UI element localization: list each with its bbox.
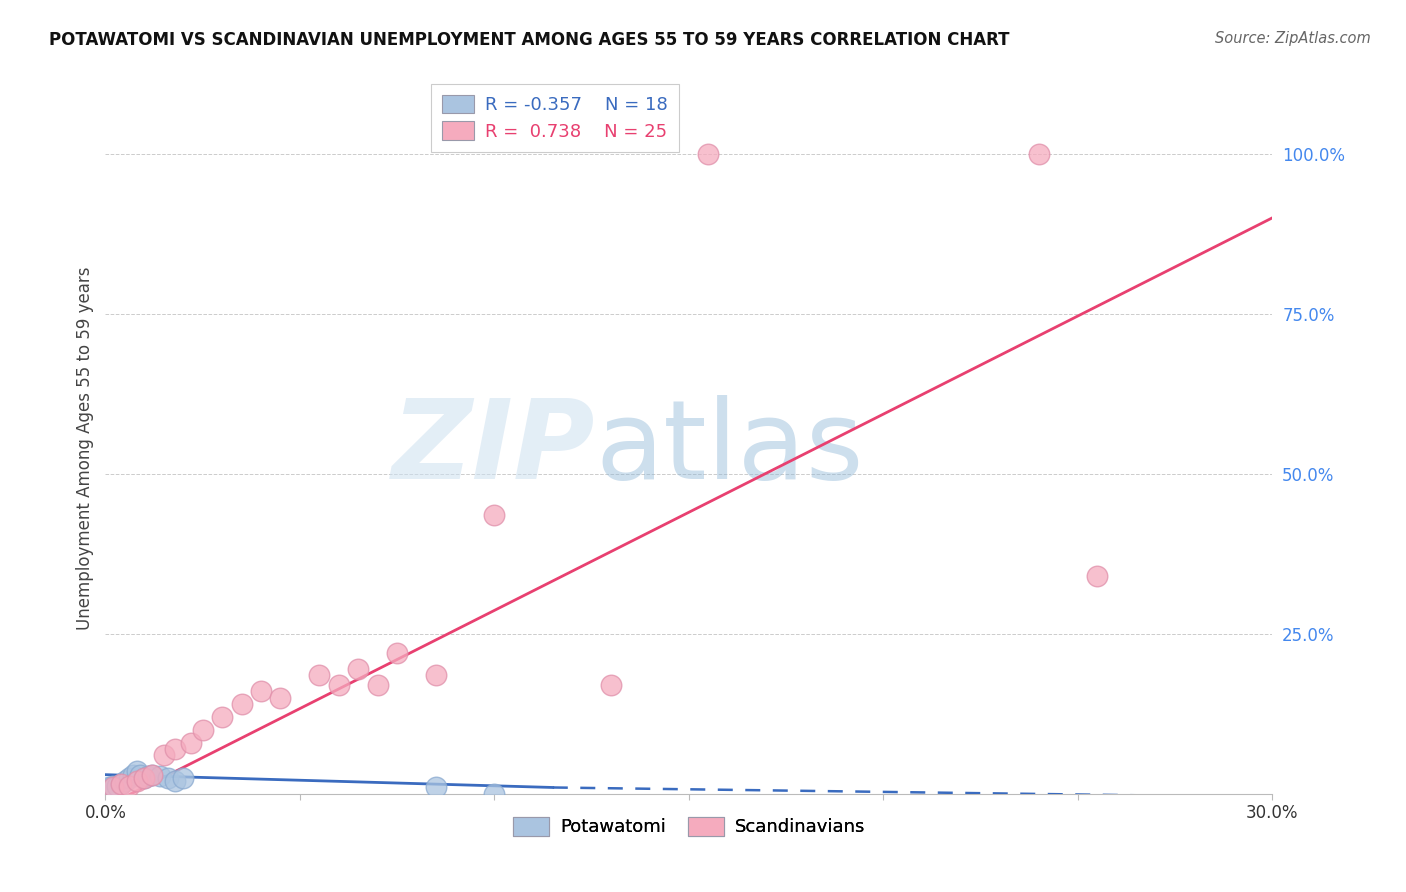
Point (328, 678, 350, 692)
Point (484, 787, 506, 801)
Point (105, 779, 128, 793)
Point (270, 690, 292, 705)
Point (125, 764, 148, 779)
Point (211, 710, 233, 724)
Point (165, 774, 187, 789)
Point (121, 767, 143, 781)
Y-axis label: Unemployment Among Ages 55 to 59 years: Unemployment Among Ages 55 to 59 years (76, 267, 94, 630)
Point (385, 646, 409, 660)
Point (153, 748, 174, 763)
Point (231, 698, 253, 712)
Point (250, 684, 273, 698)
Point (110, 777, 132, 791)
Point (484, 508, 506, 523)
Point (1087, 569, 1109, 583)
Text: atlas: atlas (596, 395, 865, 501)
Point (308, 668, 330, 682)
Point (180, 736, 202, 750)
Point (172, 771, 194, 785)
Point (118, 771, 141, 785)
Point (103, 780, 125, 795)
Text: Source: ZipAtlas.com: Source: ZipAtlas.com (1215, 31, 1371, 46)
Point (125, 774, 148, 789)
Point (103, 779, 125, 793)
Point (136, 769, 159, 783)
Point (134, 771, 156, 785)
Point (134, 771, 156, 785)
Point (141, 767, 163, 781)
Point (1028, 146, 1050, 161)
Text: ZIP: ZIP (392, 395, 596, 501)
Point (141, 767, 163, 781)
Point (425, 780, 447, 795)
Point (697, 146, 720, 161)
Point (98, 780, 121, 795)
Point (191, 723, 214, 737)
Point (165, 742, 187, 756)
Point (600, 678, 623, 692)
Point (367, 678, 389, 692)
Point (110, 777, 132, 791)
Legend: Potawatomi, Scandinavians: Potawatomi, Scandinavians (506, 810, 872, 844)
Point (149, 769, 172, 783)
Point (347, 662, 370, 676)
Point (114, 774, 136, 789)
Point (118, 779, 141, 793)
Point (425, 668, 447, 682)
Text: POTAWATOMI VS SCANDINAVIAN UNEMPLOYMENT AMONG AGES 55 TO 59 YEARS CORRELATION CH: POTAWATOMI VS SCANDINAVIAN UNEMPLOYMENT … (49, 31, 1010, 49)
Point (156, 771, 179, 785)
Point (129, 767, 152, 781)
